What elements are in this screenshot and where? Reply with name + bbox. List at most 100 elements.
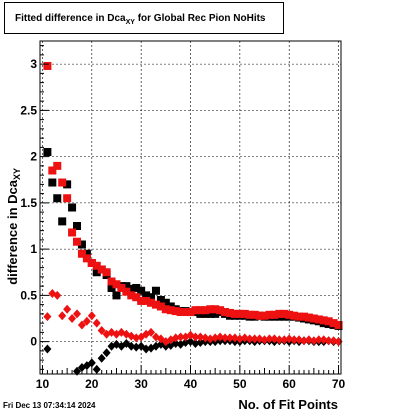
data-point-diamond-red bbox=[53, 290, 62, 300]
data-point-square-black bbox=[43, 148, 52, 156]
data-point-diamond-red bbox=[270, 334, 279, 344]
data-point-diamond-red bbox=[280, 335, 289, 345]
data-point-square-black bbox=[48, 178, 57, 187]
data-point-diamond-red bbox=[211, 333, 220, 343]
x-tick-label: 30 bbox=[134, 377, 148, 391]
data-point-square-red bbox=[43, 61, 52, 70]
x-tick-label: 10 bbox=[36, 377, 50, 391]
x-tick-label: 70 bbox=[332, 377, 346, 391]
data-point-diamond-red bbox=[225, 333, 234, 343]
data-point-square-red bbox=[225, 308, 234, 317]
data-point-diamond-red bbox=[216, 332, 225, 342]
data-point-diamond-black bbox=[132, 342, 141, 352]
data-point-square-red bbox=[319, 316, 328, 325]
title-main: Fitted difference in Dca bbox=[15, 12, 126, 24]
data-point-diamond-black bbox=[43, 344, 52, 354]
data-point-diamond-red bbox=[304, 335, 313, 345]
data-point-diamond-red bbox=[196, 332, 205, 342]
data-point-diamond-red bbox=[221, 333, 230, 343]
data-point-square-red bbox=[156, 302, 165, 311]
data-point-diamond-red bbox=[82, 316, 91, 326]
data-point-square-red bbox=[112, 280, 121, 289]
data-point-square-black bbox=[92, 268, 101, 277]
data-point-square-red bbox=[137, 296, 146, 305]
data-point-square-black bbox=[53, 194, 62, 203]
data-point-square-black bbox=[58, 217, 67, 226]
data-point-square-red bbox=[102, 268, 111, 277]
data-point-square-red bbox=[314, 315, 323, 324]
x-tick-label: 50 bbox=[233, 377, 247, 391]
data-point-square-black bbox=[77, 240, 86, 249]
data-point-diamond-red bbox=[206, 334, 215, 344]
data-point-square-red bbox=[97, 265, 106, 274]
data-point-diamond-black bbox=[127, 341, 136, 351]
axis-ticks: 10 20 30 40 50 60 70 0 0.5 1 1.5 2 2.5 3 bbox=[20, 45, 346, 391]
x-axis-label: No. of Fit Points bbox=[238, 397, 338, 412]
data-point-square-red bbox=[250, 310, 259, 319]
data-point-diamond-red bbox=[132, 333, 141, 343]
data-point-square-red bbox=[285, 310, 294, 319]
data-point-square-red bbox=[127, 291, 136, 300]
x-tick-label: 40 bbox=[184, 377, 198, 391]
data-point-square-red bbox=[334, 320, 343, 329]
data-point-diamond-red bbox=[245, 334, 254, 344]
data-point-square-black bbox=[206, 309, 215, 318]
data-point-square-red bbox=[181, 308, 190, 317]
data-point-square-red bbox=[132, 293, 141, 302]
data-point-diamond-black bbox=[161, 341, 170, 351]
data-point-square-red bbox=[304, 313, 313, 322]
data-point-square-red bbox=[53, 161, 62, 170]
data-point-diamond-red bbox=[87, 311, 96, 321]
data-point-square-red bbox=[295, 312, 304, 321]
data-point-square-red bbox=[58, 178, 67, 187]
y-tick-label: 0 bbox=[30, 335, 37, 349]
data-point-square-black bbox=[147, 293, 156, 302]
data-point-diamond-red bbox=[260, 335, 269, 345]
data-point-diamond-black bbox=[102, 348, 111, 358]
data-point-square-black bbox=[127, 284, 136, 293]
data-point-square-black bbox=[137, 286, 146, 295]
data-point-diamond-black bbox=[142, 344, 151, 354]
data-point-diamond-red bbox=[171, 333, 180, 343]
data-point-square-red bbox=[176, 308, 185, 317]
data-point-square-red bbox=[280, 309, 289, 318]
data-point-square-red bbox=[63, 194, 72, 203]
data-point-square-black bbox=[161, 298, 170, 307]
y-axis-label-main: difference in Dca bbox=[5, 179, 20, 285]
title-box: Fitted difference in Dca XY for Global R… bbox=[4, 2, 284, 34]
data-point-square-black bbox=[122, 282, 131, 291]
data-point-diamond-black bbox=[171, 338, 180, 348]
data-point-square-red bbox=[206, 305, 215, 314]
data-point-square-red bbox=[265, 310, 274, 319]
data-point-square-red bbox=[240, 309, 249, 318]
data-point-diamond-red bbox=[319, 335, 328, 345]
grid bbox=[40, 41, 341, 374]
y-tick-label: 2 bbox=[30, 150, 37, 164]
data-point-square-red bbox=[117, 283, 126, 292]
data-point-square-red bbox=[221, 308, 230, 317]
data-point-diamond-red bbox=[201, 333, 210, 343]
data-point-square-red bbox=[186, 308, 195, 317]
data-point-diamond-red bbox=[314, 335, 323, 345]
data-point-square-red bbox=[309, 314, 318, 323]
data-point-square-red bbox=[68, 228, 77, 237]
y-tick-label: 3 bbox=[30, 57, 37, 71]
data-point-diamond-red bbox=[324, 336, 333, 346]
data-point-square-red bbox=[166, 306, 175, 315]
data-point-diamond-red bbox=[309, 336, 318, 346]
data-point-square-red bbox=[171, 307, 180, 316]
y-axis-label-sub: XY bbox=[12, 168, 22, 180]
data-point-square-red bbox=[245, 310, 254, 319]
data-point-diamond-black bbox=[196, 338, 205, 348]
data-point-diamond-red bbox=[97, 326, 106, 336]
data-point-diamond-red bbox=[230, 333, 239, 343]
data-point-square-black bbox=[63, 180, 72, 189]
title-sub: XY bbox=[125, 18, 135, 26]
data-point-diamond-red bbox=[295, 335, 304, 345]
data-point-diamond-black bbox=[181, 338, 190, 348]
data-point-square-red bbox=[290, 311, 299, 320]
data-point-diamond-red bbox=[73, 309, 82, 319]
data-point-diamond-black bbox=[92, 364, 101, 374]
data-point-diamond-red bbox=[285, 334, 294, 344]
data-point-square-red bbox=[201, 306, 210, 315]
